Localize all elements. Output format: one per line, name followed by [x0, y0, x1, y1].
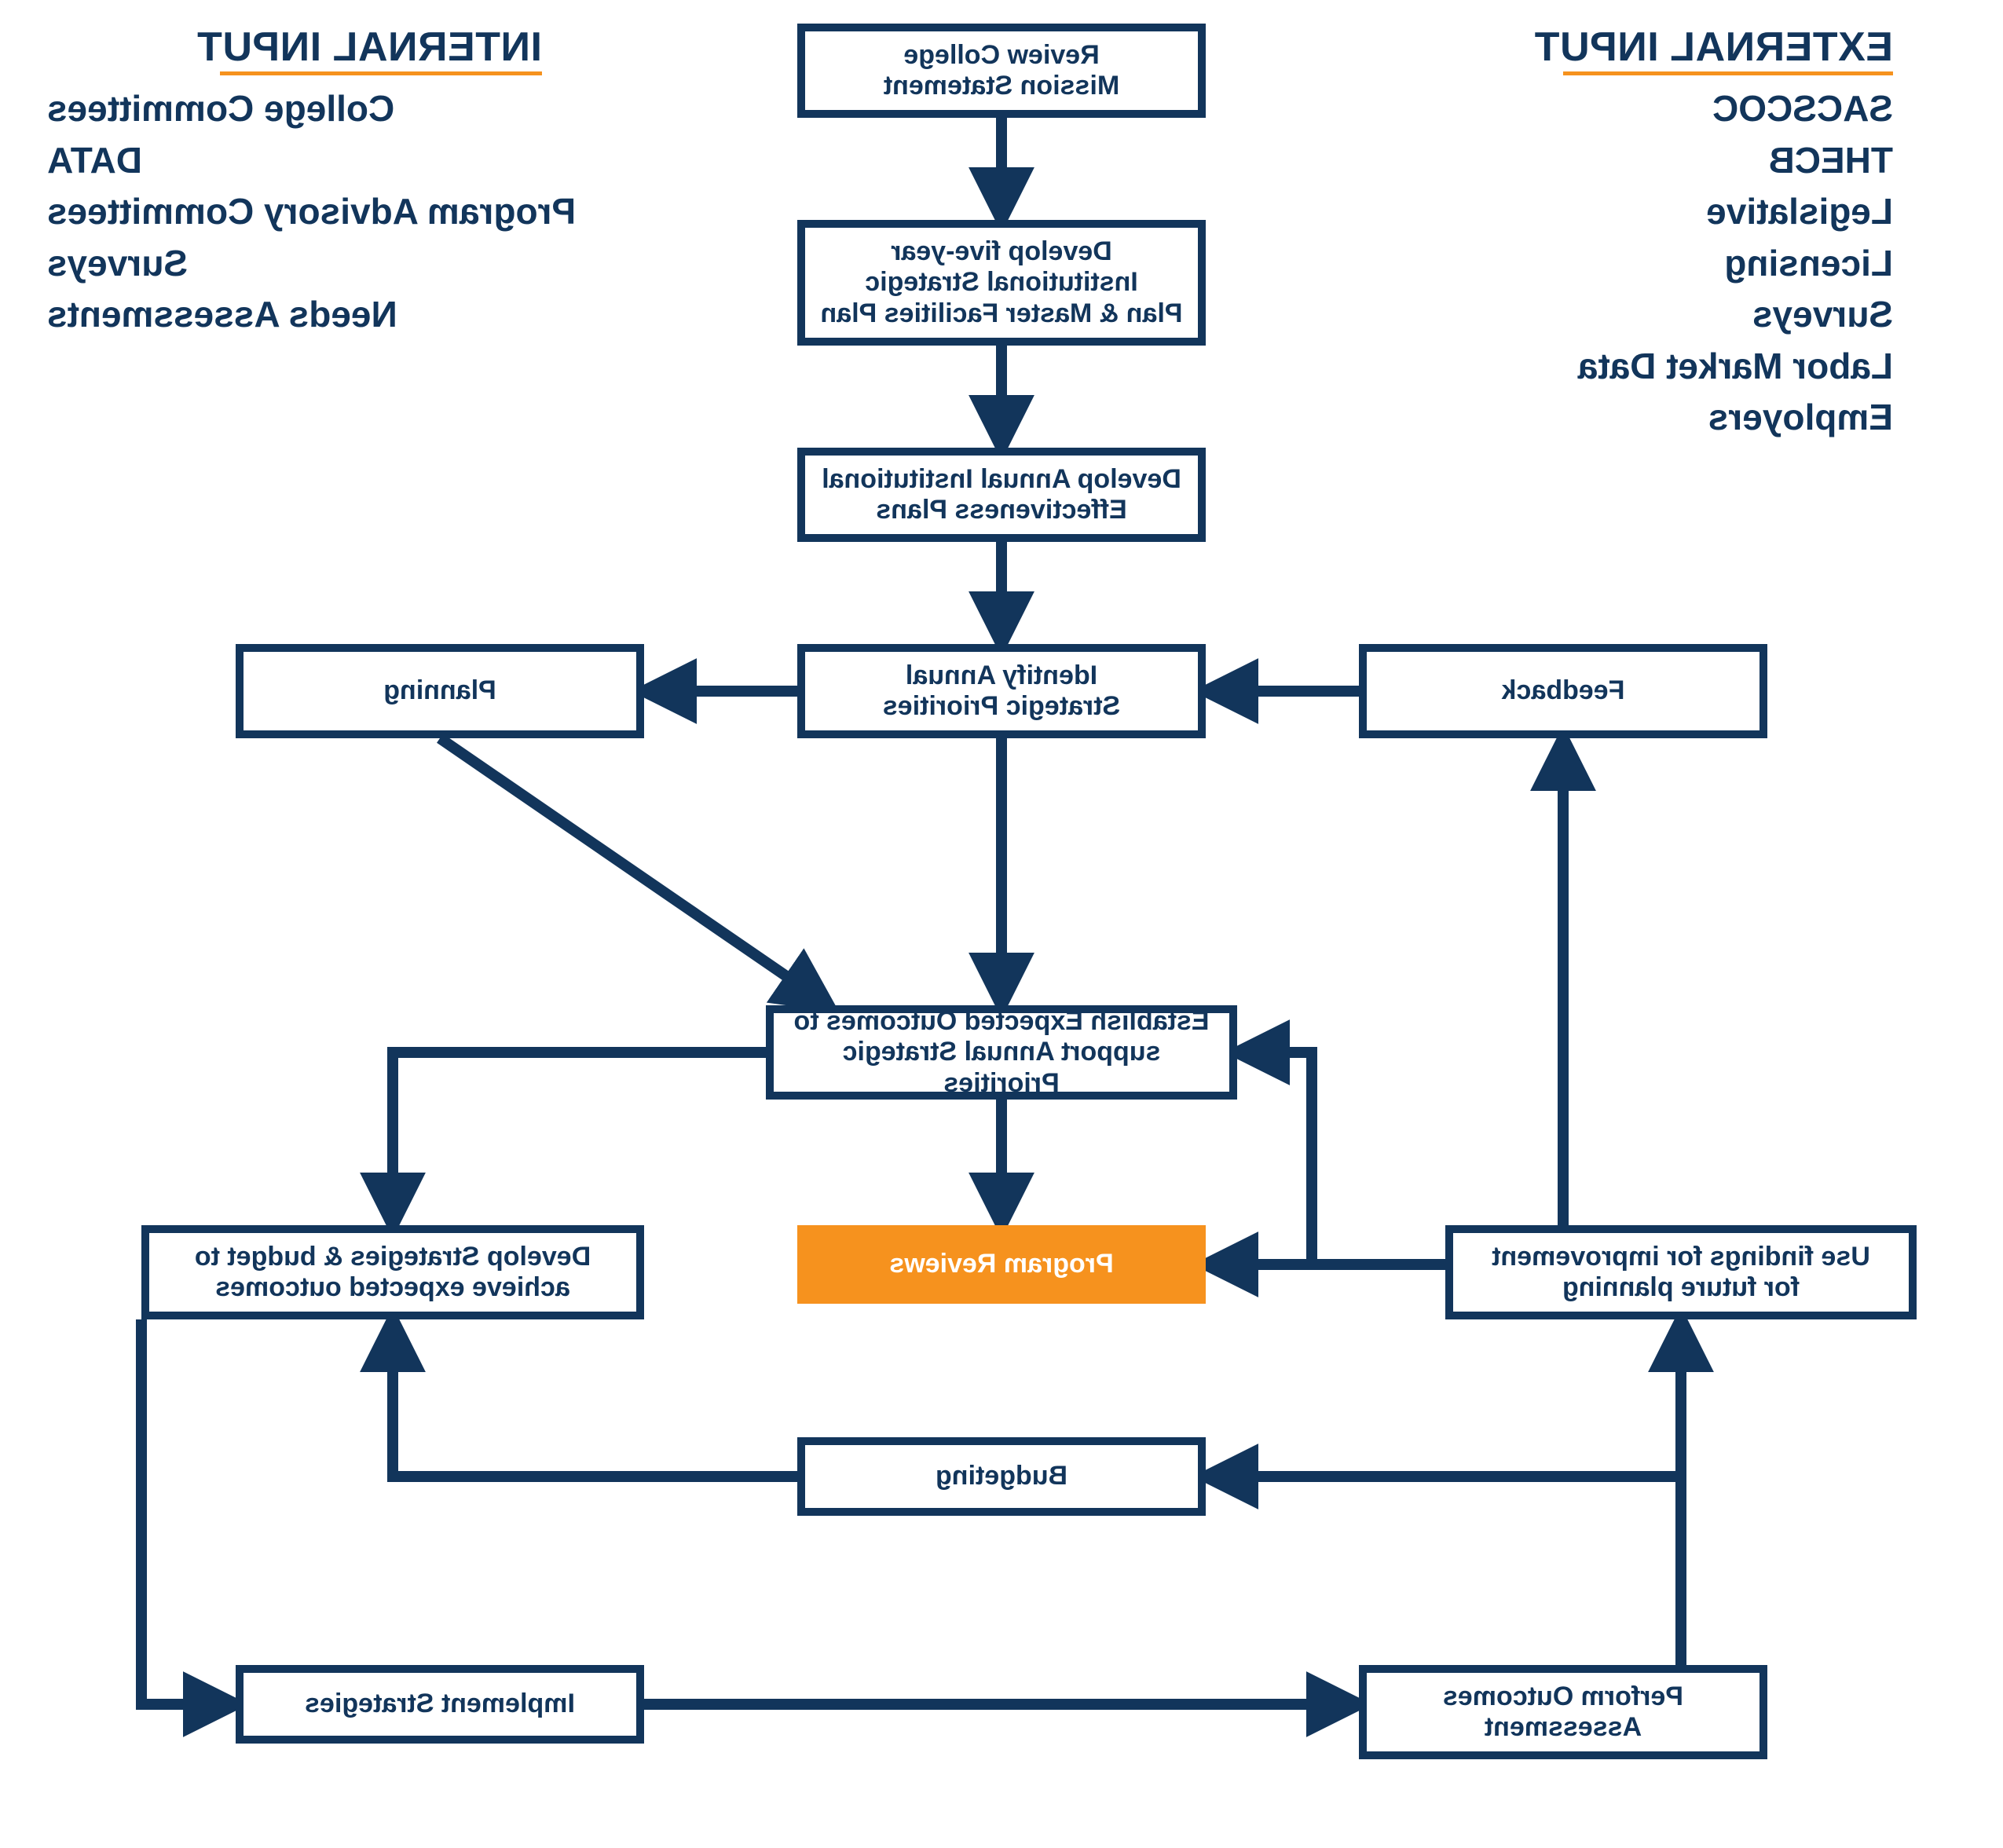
node-n6: Planning	[236, 644, 644, 738]
node-n9: Program Reviews	[797, 1225, 1206, 1304]
list-item: Surveys	[47, 241, 576, 287]
node-n2: Develop five-yearInstitutional Strategic…	[797, 220, 1206, 346]
node-n8: Use findings for improvementfor future p…	[1445, 1225, 1917, 1319]
heading-text: INTERNAL INPUT	[197, 24, 542, 70]
node-label: Planning	[372, 675, 507, 706]
node-n11: Budgeting	[797, 1437, 1206, 1516]
list-item: Program Advisory Committees	[47, 189, 576, 235]
node-label: Develop five-yearInstitutional Strategic…	[809, 236, 1193, 328]
node-n10: Develop Strategies & budget toachieve ex…	[141, 1225, 644, 1319]
node-label: Develop Strategies & budget toachieve ex…	[184, 1242, 602, 1303]
edge-n7-n10	[393, 1052, 766, 1225]
node-label: Budgeting	[925, 1461, 1078, 1491]
list-item: Legislative	[1578, 189, 1893, 235]
node-label: Feedback	[1491, 675, 1636, 706]
node-n1: Review CollegeMission Statement	[797, 24, 1206, 118]
internal-input-list: College Committees DATA Program Advisory C…	[47, 86, 576, 344]
diagram-stage: Review CollegeMission Statement Develop f…	[0, 0, 2003, 1848]
node-label: Program Reviews	[878, 1249, 1124, 1279]
edge-n11-n10	[393, 1319, 797, 1477]
node-label: Implement Strategies	[294, 1689, 586, 1719]
list-item: College Committees	[47, 86, 576, 132]
internal-input-heading: INTERNAL INPUT	[197, 24, 542, 71]
list-item: THECB	[1578, 138, 1893, 184]
heading-underline	[220, 71, 542, 75]
node-label: Use findings for improvementfor future p…	[1481, 1242, 1881, 1303]
edge-n8-n11	[1206, 1319, 1681, 1477]
node-label: Review CollegeMission Statement	[873, 40, 1130, 101]
node-n3: Develop Annual InstitutionalEffectivenes…	[797, 448, 1206, 542]
list-item: DATA	[47, 138, 576, 184]
node-n4: Identify AnnualStrategic Priorities	[797, 644, 1206, 738]
node-label: Identify AnnualStrategic Priorities	[872, 661, 1131, 722]
heading-text: EXTERNAL INPUT	[1534, 24, 1893, 70]
node-n12: Perform OutcomesAssessment	[1359, 1665, 1767, 1759]
node-label: Perform OutcomesAssessment	[1432, 1681, 1694, 1743]
node-n7: Establish Expected Outcomes tosupport An…	[766, 1005, 1237, 1100]
list-item: Employers	[1578, 395, 1893, 441]
list-item: SACSCOC	[1578, 86, 1893, 132]
edge-n6-n7	[440, 738, 829, 1005]
list-item: Licensing	[1578, 241, 1893, 287]
edge-n10-n13	[141, 1319, 236, 1704]
node-n13: Implement Strategies	[236, 1665, 644, 1744]
external-input-list: SACSCOC THECB Legislative Licensing Surveys L…	[1578, 86, 1893, 447]
node-n5: Feedback	[1359, 644, 1767, 738]
external-input-heading: EXTERNAL INPUT	[1534, 24, 1893, 71]
heading-underline	[1563, 71, 1893, 75]
node-label: Establish Expected Outcomes tosupport An…	[774, 1006, 1229, 1098]
list-item: Needs Assessments	[47, 292, 576, 338]
edge-n8-n7	[1237, 1052, 1445, 1264]
node-label: Develop Annual InstitutionalEffectivenes…	[811, 464, 1192, 525]
list-item: Labor Market Data	[1578, 344, 1893, 390]
list-item: Surveys	[1578, 292, 1893, 338]
